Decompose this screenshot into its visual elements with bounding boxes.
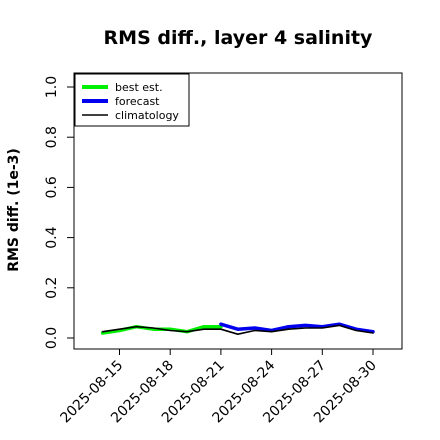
y-tick-label: 0.6 [44, 176, 60, 198]
series-line-forecast [219, 322, 375, 334]
y-tick-label: 0.0 [44, 327, 60, 349]
legend-label: best est. [115, 81, 163, 94]
legend-label: forecast [115, 95, 160, 108]
chart-title: RMS diff., layer 4 salinity [104, 27, 374, 49]
x-axis: 2025-08-152025-08-182025-08-212025-08-24… [57, 349, 380, 426]
plot-area [73, 72, 403, 350]
y-axis: 0.0 0.2 0.4 0.6 0.8 1.0 [44, 76, 74, 349]
series-layer [100, 322, 375, 336]
y-tick-label: 1.0 [44, 76, 60, 98]
y-tick-label: 0.8 [44, 126, 60, 148]
y-tick-label: 0.4 [44, 226, 60, 248]
y-tick-label: 0.2 [44, 277, 60, 299]
y-axis-label: RMS diff. (1e-3) [6, 148, 22, 272]
legend-label: climatology [115, 109, 179, 122]
series-line-climatology [101, 324, 374, 336]
